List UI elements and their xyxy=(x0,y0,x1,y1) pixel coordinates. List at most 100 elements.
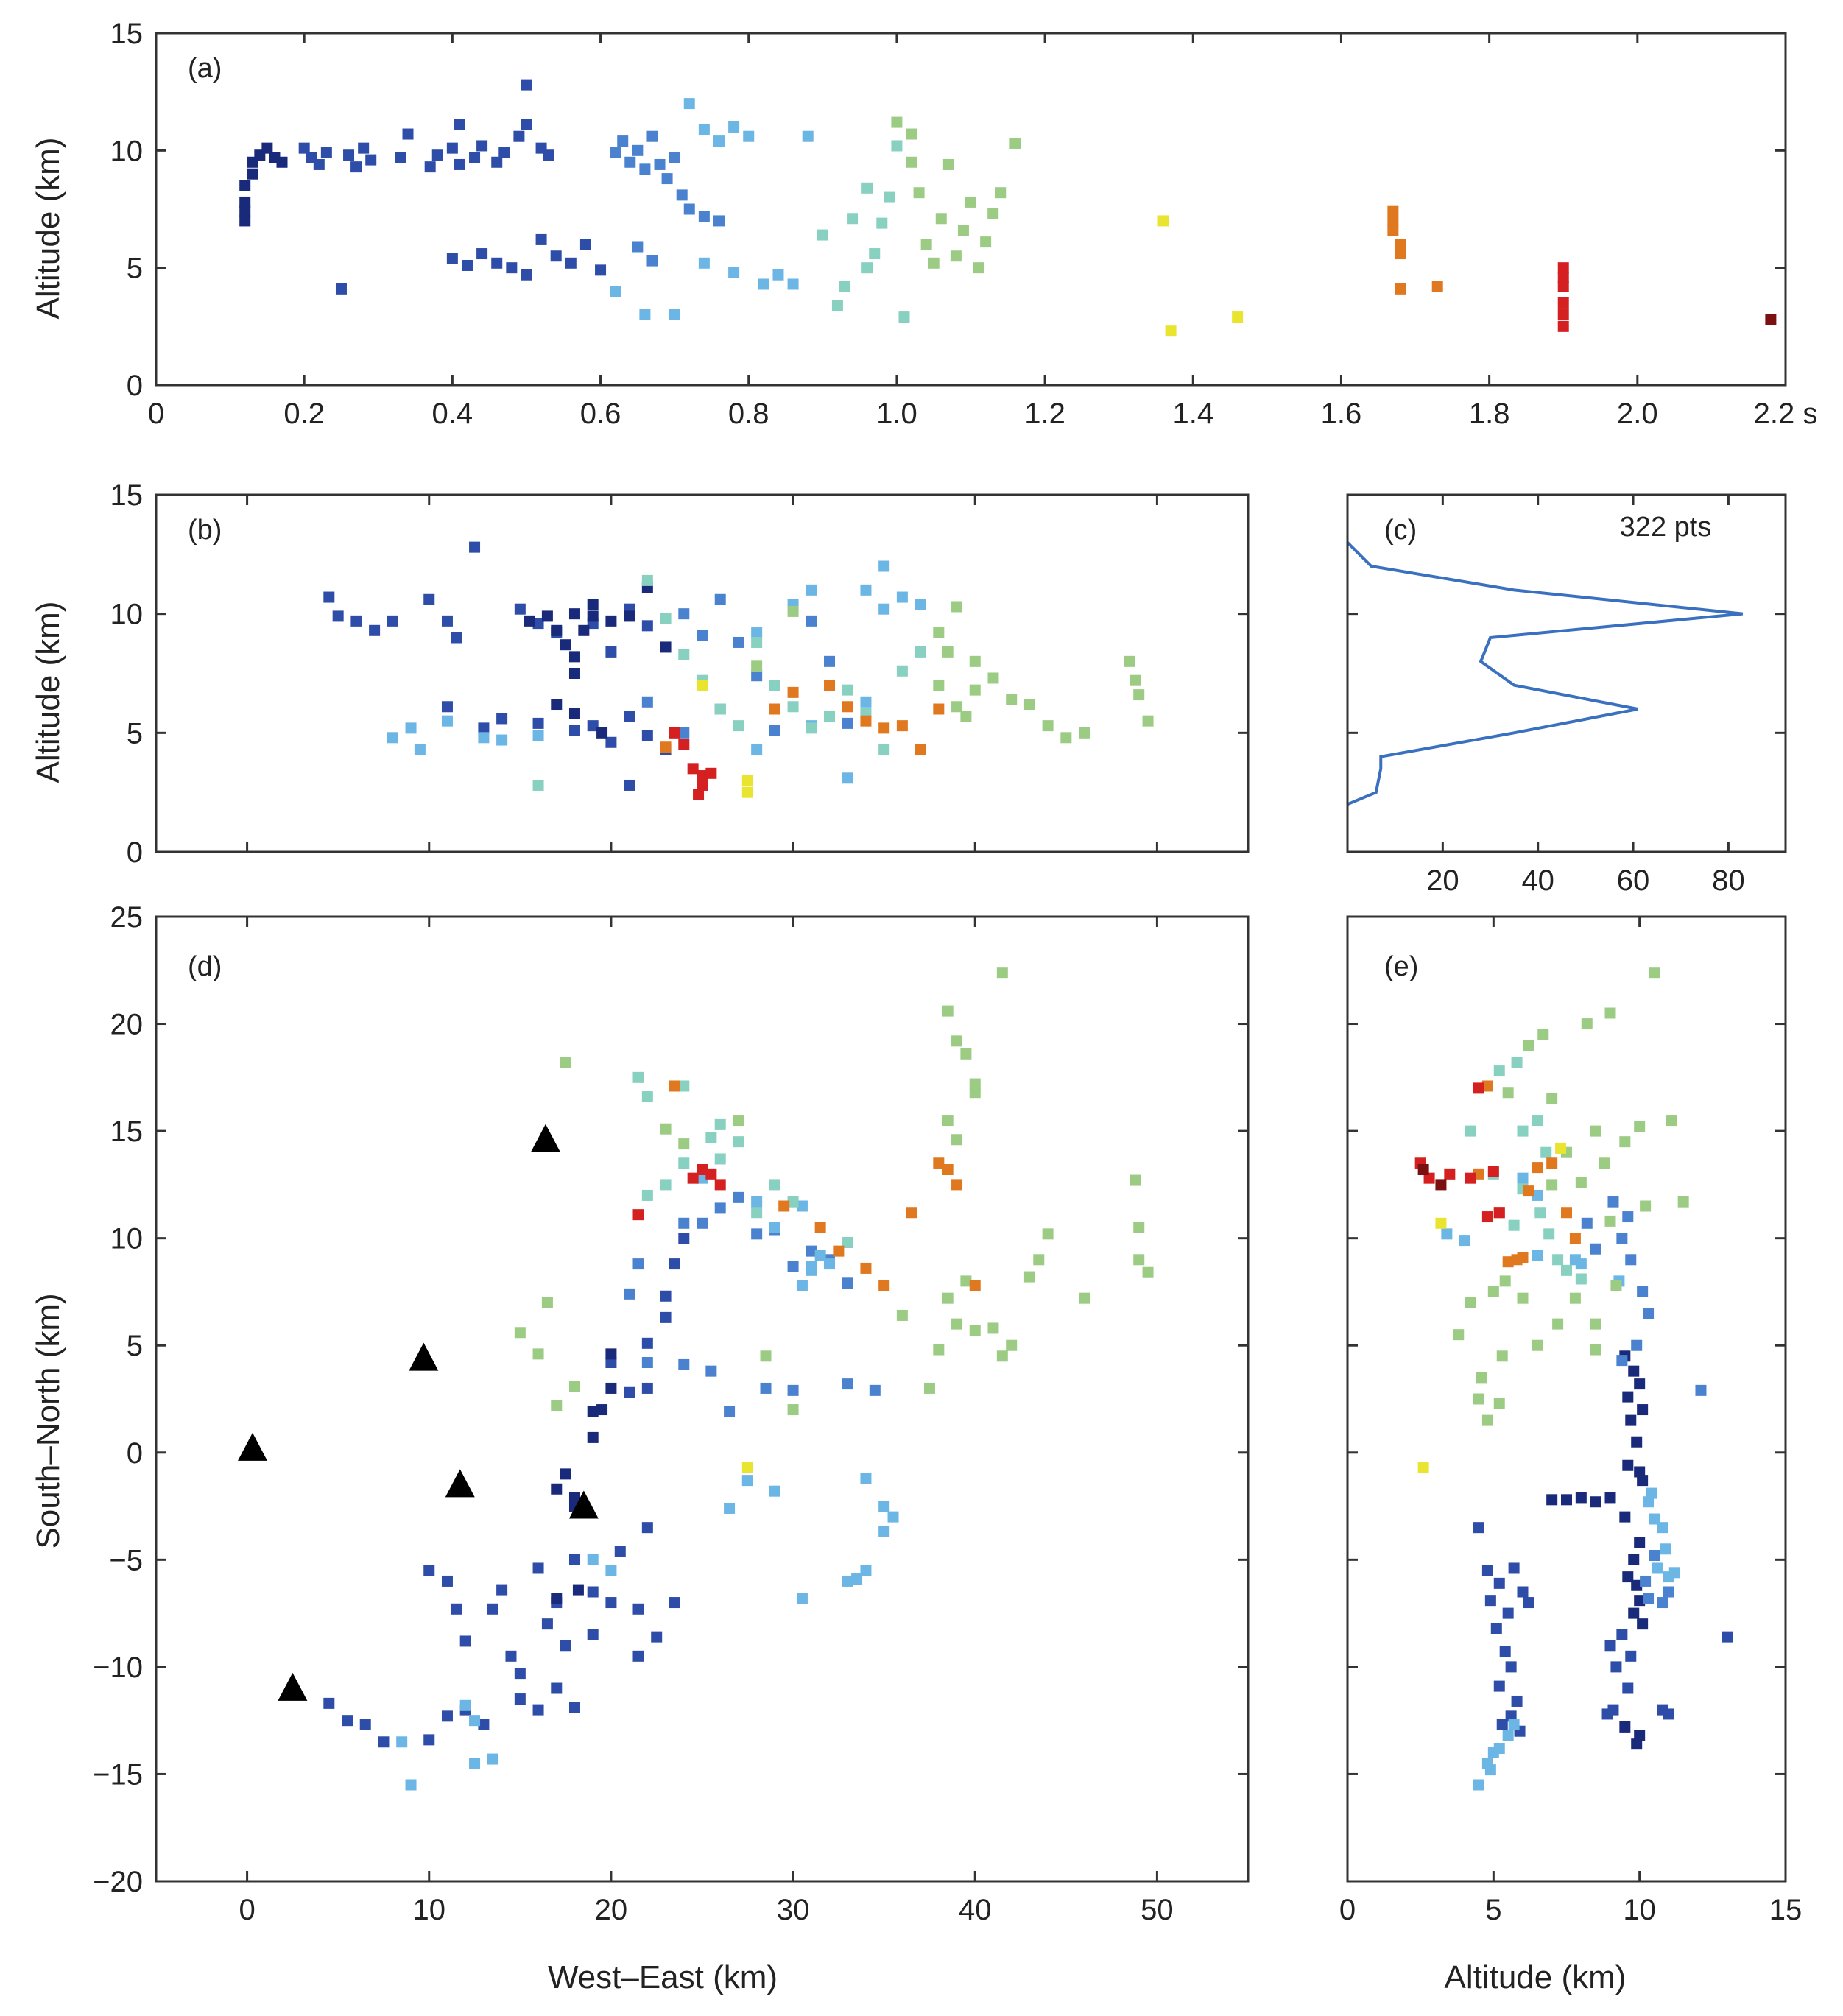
data-point xyxy=(796,1280,808,1291)
data-point xyxy=(678,1358,690,1370)
data-point xyxy=(568,1381,580,1392)
data-point xyxy=(1493,1680,1505,1692)
data-point xyxy=(551,699,563,711)
data-point xyxy=(1610,1280,1622,1291)
data-point xyxy=(714,703,726,715)
data-point xyxy=(860,1565,872,1576)
data-point xyxy=(596,1404,608,1416)
data-point xyxy=(878,744,890,755)
data-point xyxy=(396,1736,408,1748)
x-tick-label: 20 xyxy=(1426,864,1459,897)
data-point xyxy=(987,1322,999,1334)
data-point xyxy=(996,1350,1008,1362)
data-point xyxy=(1441,1228,1453,1240)
x-tick-label: 0.6 xyxy=(580,398,621,430)
data-point xyxy=(1417,1462,1429,1473)
data-point xyxy=(1722,1631,1733,1643)
data-point xyxy=(605,1597,617,1609)
data-point xyxy=(751,660,763,672)
data-point xyxy=(1532,1250,1543,1261)
data-point xyxy=(1634,1378,1646,1390)
data-point xyxy=(1677,1196,1689,1208)
data-point xyxy=(957,225,969,236)
data-point xyxy=(714,1153,726,1165)
data-point xyxy=(1142,715,1154,727)
data-point xyxy=(705,1365,717,1377)
data-point xyxy=(646,130,658,142)
data-point xyxy=(1619,1721,1631,1733)
data-point xyxy=(669,1258,680,1270)
data-point xyxy=(568,1554,580,1565)
data-point xyxy=(1561,1207,1572,1219)
data-point xyxy=(1537,1029,1549,1040)
data-point xyxy=(915,599,926,610)
data-point xyxy=(714,1202,726,1214)
data-point xyxy=(1634,1537,1646,1548)
data-point xyxy=(660,1123,672,1135)
data-point xyxy=(1505,1710,1517,1722)
data-point xyxy=(350,161,362,173)
data-point xyxy=(1581,1217,1593,1229)
x-tick-label: 1.2 xyxy=(1024,398,1065,430)
plot-frame xyxy=(155,493,1250,853)
data-point xyxy=(1465,1125,1476,1137)
data-point xyxy=(632,144,644,156)
data-point xyxy=(1628,1365,1640,1377)
data-point xyxy=(951,701,963,713)
data-point xyxy=(796,1200,808,1212)
data-point xyxy=(587,1586,599,1598)
data-point xyxy=(942,158,954,170)
data-point xyxy=(491,257,503,269)
data-point xyxy=(1557,320,1569,332)
data-point xyxy=(802,130,814,142)
data-point xyxy=(632,1071,644,1083)
data-point xyxy=(724,1406,736,1417)
data-point xyxy=(1557,281,1569,292)
data-point xyxy=(605,1357,617,1369)
data-point xyxy=(459,1635,471,1647)
data-point xyxy=(1435,1217,1447,1229)
data-point xyxy=(806,722,817,734)
data-point xyxy=(878,560,890,572)
data-point xyxy=(669,309,680,320)
data-point xyxy=(741,775,753,786)
plot-frame xyxy=(155,32,1787,387)
data-point xyxy=(906,1207,917,1219)
data-point xyxy=(1643,1308,1655,1319)
data-point xyxy=(660,1311,672,1323)
data-point xyxy=(751,627,763,639)
data-point xyxy=(587,1406,599,1417)
data-point xyxy=(769,1179,780,1191)
data-point xyxy=(842,701,853,713)
data-point xyxy=(451,632,462,644)
data-point xyxy=(1555,1142,1567,1154)
y-tick-label: 15 xyxy=(110,18,144,50)
x-tick-label: 50 xyxy=(1141,1894,1174,1926)
data-point xyxy=(772,269,784,281)
data-point xyxy=(769,680,780,691)
data-point xyxy=(697,770,708,782)
data-point xyxy=(1130,674,1141,686)
data-point xyxy=(942,1292,954,1304)
x-tick-label: 10 xyxy=(1623,1894,1656,1926)
y-tick-label: −5 xyxy=(109,1544,143,1576)
x-tick-label: 15 xyxy=(1769,1894,1803,1926)
data-point xyxy=(572,1584,584,1596)
data-point xyxy=(1590,1243,1601,1255)
data-point xyxy=(1523,1597,1534,1609)
data-point xyxy=(617,135,629,147)
data-point xyxy=(660,1179,672,1191)
data-point xyxy=(769,1485,780,1497)
y-tick-label: 25 xyxy=(110,901,144,934)
data-point xyxy=(743,130,755,142)
data-point xyxy=(1575,1273,1587,1285)
data-point xyxy=(1532,1339,1543,1351)
data-point xyxy=(521,119,532,130)
data-point xyxy=(951,1035,963,1047)
x-tick-label: 80 xyxy=(1712,864,1745,897)
data-point xyxy=(654,158,666,170)
data-point xyxy=(769,1222,780,1233)
data-point xyxy=(1622,1459,1634,1471)
data-point xyxy=(478,1719,490,1730)
data-point xyxy=(1637,1286,1649,1297)
